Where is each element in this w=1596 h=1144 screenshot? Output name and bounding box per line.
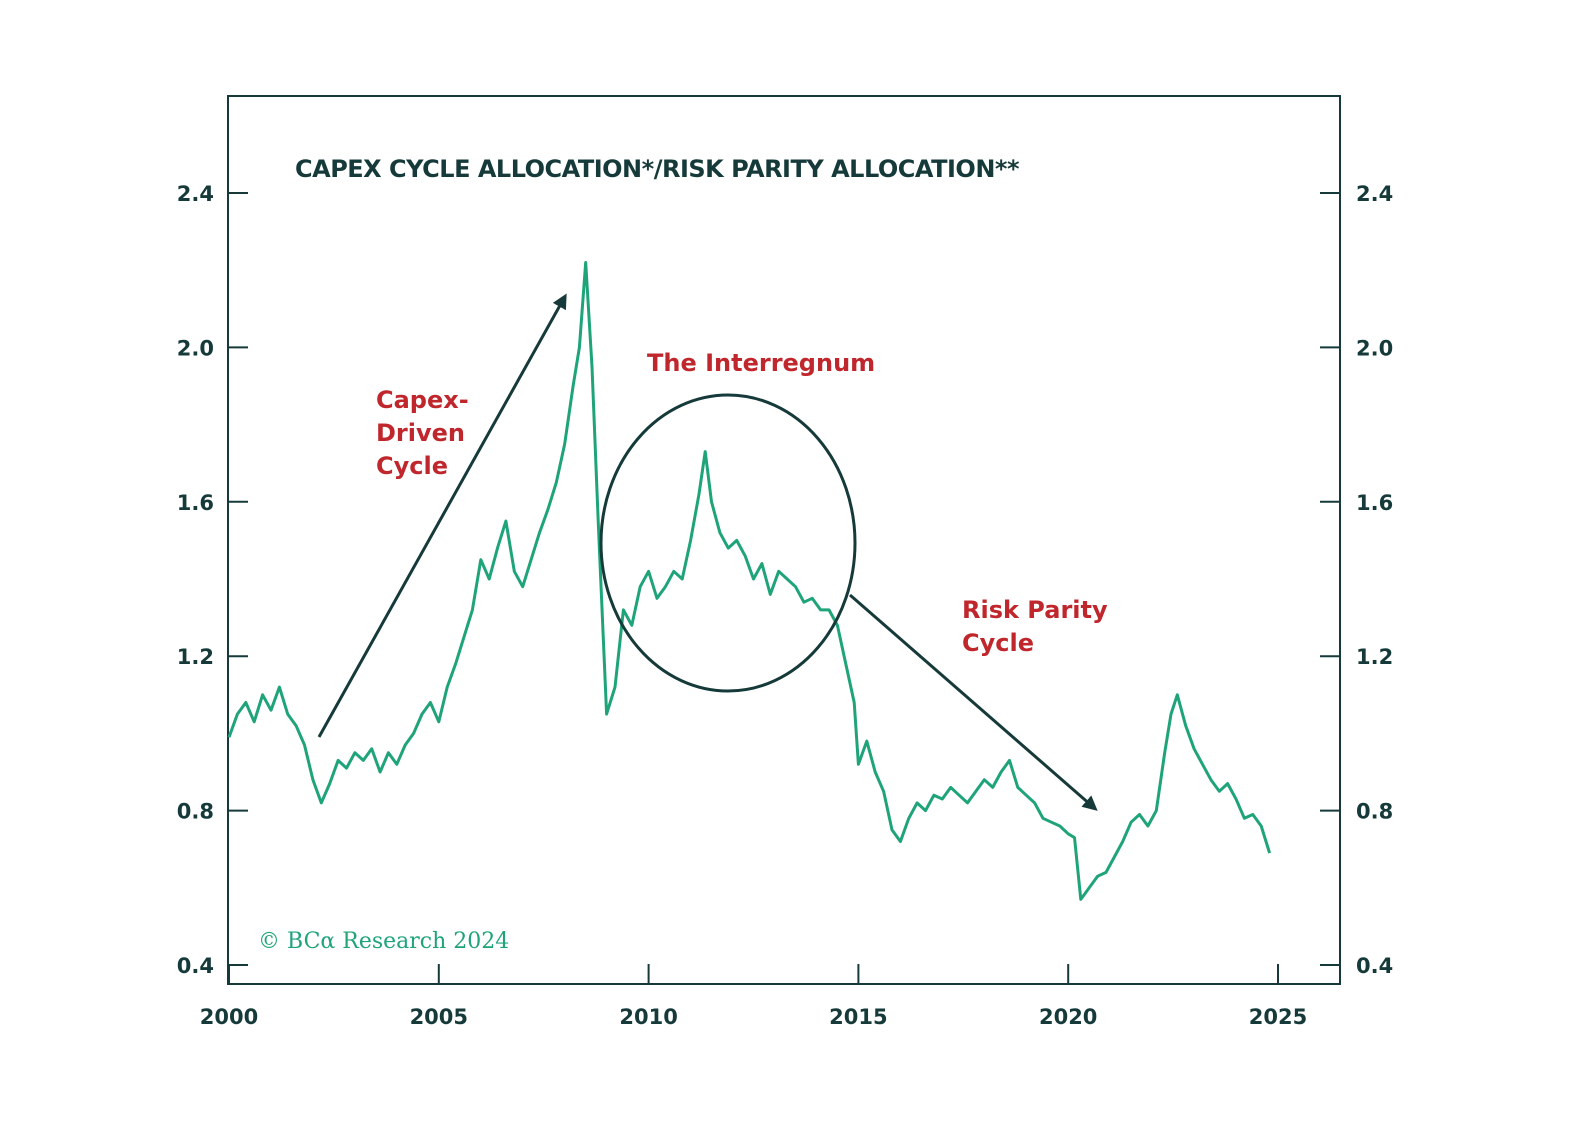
annotation-capex-line-3: Cycle (376, 452, 448, 480)
risk-parity-cycle-arrow (849, 593, 1098, 811)
x-tick-label: 2020 (1039, 1005, 1097, 1029)
series-line (227, 261, 1272, 901)
y-axis-right: 0.4 0.8 1.2 1.6 2.0 2.4 (1320, 182, 1393, 978)
x-tick-label: 2025 (1249, 1005, 1307, 1029)
annotation-risk-parity-line-1: Risk Parity (962, 596, 1108, 624)
x-tick-label: 2000 (200, 1005, 258, 1029)
annotation-interregnum: The Interregnum (647, 349, 875, 377)
y-tick-label-right: 2.0 (1356, 336, 1393, 360)
annotation-risk-parity-line-2: Cycle (962, 629, 1034, 657)
y-tick-label-left: 1.6 (177, 491, 214, 515)
x-tick-label: 2015 (829, 1005, 887, 1029)
x-axis: 2000 2005 2010 2015 2020 2025 (200, 964, 1307, 1029)
interregnum-circle (599, 393, 857, 693)
y-tick-label-right: 0.4 (1356, 954, 1393, 978)
y-tick-label-left: 0.8 (177, 800, 214, 824)
y-tick-label-right: 1.6 (1356, 491, 1393, 515)
plot-frame (227, 95, 1341, 985)
chart-title: CAPEX CYCLE ALLOCATION*/RISK PARITY ALLO… (295, 155, 1020, 183)
y-tick-label-right: 2.4 (1356, 182, 1393, 206)
y-tick-label-right: 1.2 (1356, 645, 1393, 669)
x-tick-label: 2010 (619, 1005, 677, 1029)
series-group (227, 261, 1272, 901)
y-tick-label-left: 2.4 (177, 182, 214, 206)
y-axis-left: 0.4 0.8 1.2 1.6 2.0 2.4 (177, 182, 248, 978)
y-tick-label-right: 0.8 (1356, 800, 1393, 824)
y-tick-label-left: 0.4 (177, 954, 214, 978)
x-tick-label: 2005 (410, 1005, 468, 1029)
annotation-capex-line-2: Driven (376, 419, 465, 447)
y-tick-label-left: 1.2 (177, 645, 214, 669)
annotation-capex-line-1: Capex- (376, 386, 469, 414)
capex-cycle-arrow (317, 293, 567, 738)
y-tick-label-left: 2.0 (177, 336, 214, 360)
chart-credit: © BCα Research 2024 (258, 929, 509, 954)
